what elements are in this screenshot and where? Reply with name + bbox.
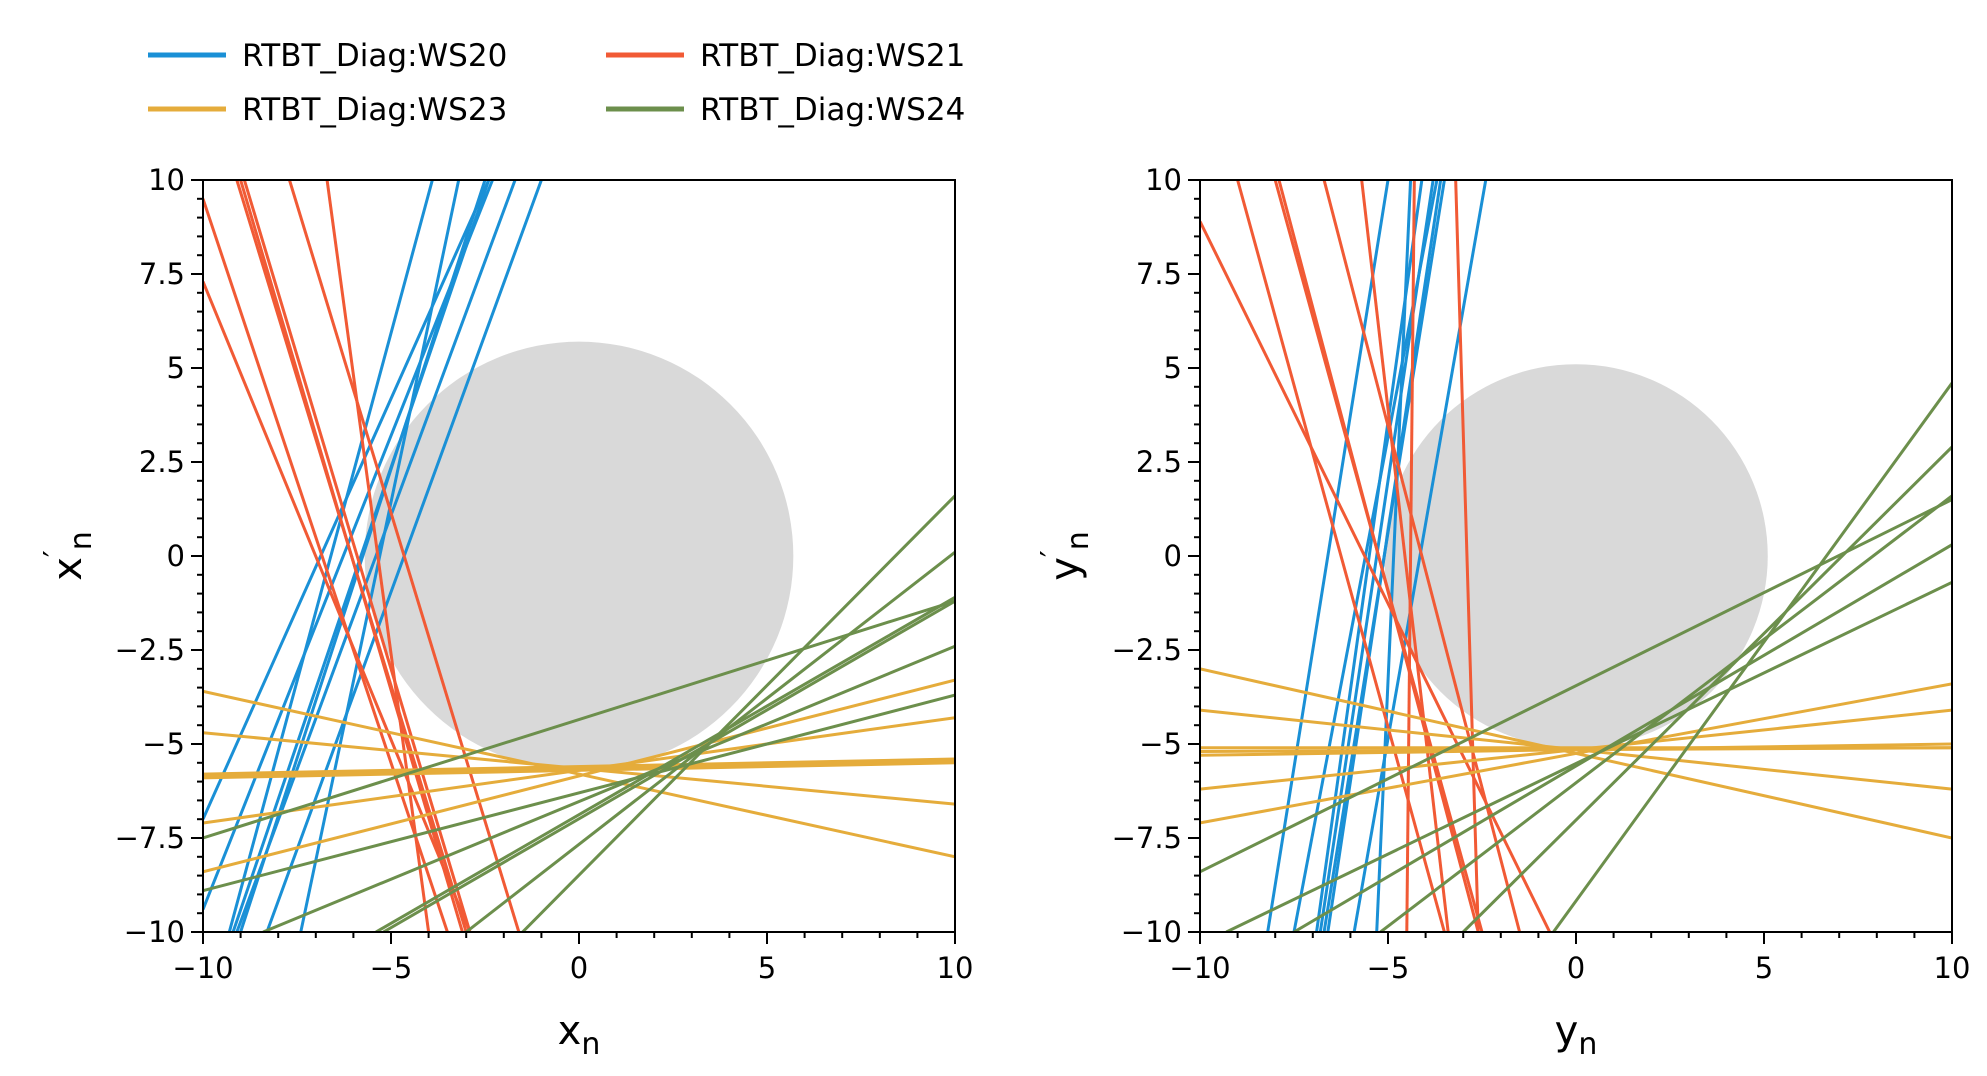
y-tick-label: 0 [167,539,185,573]
series-line [1200,220,1552,932]
y-tick-label: 2.5 [1136,445,1182,479]
x-tick-label: 10 [1934,951,1971,985]
x-axis-label-subscript: n [581,1027,600,1062]
series-line [203,716,955,825]
y-axis-label-subscript: n [1061,531,1096,550]
y-tick-label: 5 [167,351,185,385]
y-axis-label: x′n [38,531,99,581]
y-tick-label: 2.5 [139,445,185,479]
y-tick-label: 0 [1164,539,1182,573]
y-axis-label-subscript: n [64,531,99,550]
y-tick-label: 5 [1164,351,1182,385]
series-line [1454,180,1480,932]
series-line [288,180,521,932]
acceptance-circle [1384,364,1768,748]
series-line [1405,180,1416,932]
series-line [203,198,449,932]
plot-area [1200,180,1952,932]
series-line [1352,180,1488,932]
x-tick-label: 10 [937,951,974,985]
legend-label: RTBT_Diag:WS23 [242,92,507,128]
y-tick-label: 7.5 [1136,257,1182,291]
y-tick-label: −2.5 [115,633,185,667]
series-line [1236,180,1446,932]
y-axis-label-main: x [45,557,91,581]
series-line [1326,180,1443,932]
x-tick-label: 0 [1567,951,1585,985]
series-line [231,180,491,932]
series-line [325,180,431,932]
series-line [1360,180,1450,932]
y-tick-label: −7.5 [115,821,185,855]
acceptance-circle [364,341,794,771]
series-line [242,180,472,932]
series-line [1200,746,1952,754]
x-axis-label: yn [1555,1008,1598,1062]
x-axis-label: xn [558,1008,601,1062]
series-line [262,644,955,932]
y-tick-label: −10 [1121,915,1182,949]
series-line [203,599,955,840]
y-tick-label: 10 [1145,163,1182,197]
plot-area [203,180,955,932]
x-tick-label: 5 [1755,951,1773,985]
x-tick-label: −5 [1367,951,1410,985]
legend-label: RTBT_Diag:WS20 [242,38,507,74]
x-axis-label-main: x [558,1008,582,1054]
y-tick-label: −2.5 [1112,633,1182,667]
series-line [1277,180,1480,932]
series-line [521,494,955,932]
series-line [203,759,955,778]
series-line [1225,580,1952,932]
y-tick-label: −5 [142,727,185,761]
series-line [235,180,517,932]
legend: RTBT_Diag:WS20 RTBT_Diag:WS21 RTBT_Diag:WS… [148,38,965,128]
series-line [203,757,955,776]
series-line [203,689,955,859]
y-tick-label: 10 [148,163,185,197]
x-tick-label: 5 [758,951,776,985]
series-line [203,678,955,874]
y-axis-label-prime: ′ [38,550,73,557]
y-tick-label: −10 [124,915,185,949]
legend-label: RTBT_Diag:WS24 [700,92,965,128]
series-line [1293,543,1952,932]
x-axis-label-main: y [1555,1008,1579,1054]
series-line [382,599,955,932]
y-axis-label-main: y [1042,557,1088,581]
y-axis-label: y′n [1035,531,1096,581]
legend-label: RTBT_Diag:WS21 [700,38,965,74]
x-tick-label: 0 [570,951,588,985]
series-line [203,180,491,820]
y-tick-label: −7.5 [1112,821,1182,855]
series-line [227,180,434,932]
series-line [1552,382,1952,932]
series-line [203,280,472,932]
series-line [239,180,464,932]
x-tick-label: −10 [1169,951,1230,985]
series-line [1200,682,1952,825]
x-tick-label: −5 [370,951,413,985]
series-line [1200,498,1952,874]
y-tick-label: −5 [1139,727,1182,761]
y-axis-label-prime: ′ [1035,550,1070,557]
x-tick-label: −10 [172,951,233,985]
x-axis-label-subscript: n [1578,1027,1597,1062]
y-tick-label: 7.5 [139,257,185,291]
series-line [203,693,955,893]
